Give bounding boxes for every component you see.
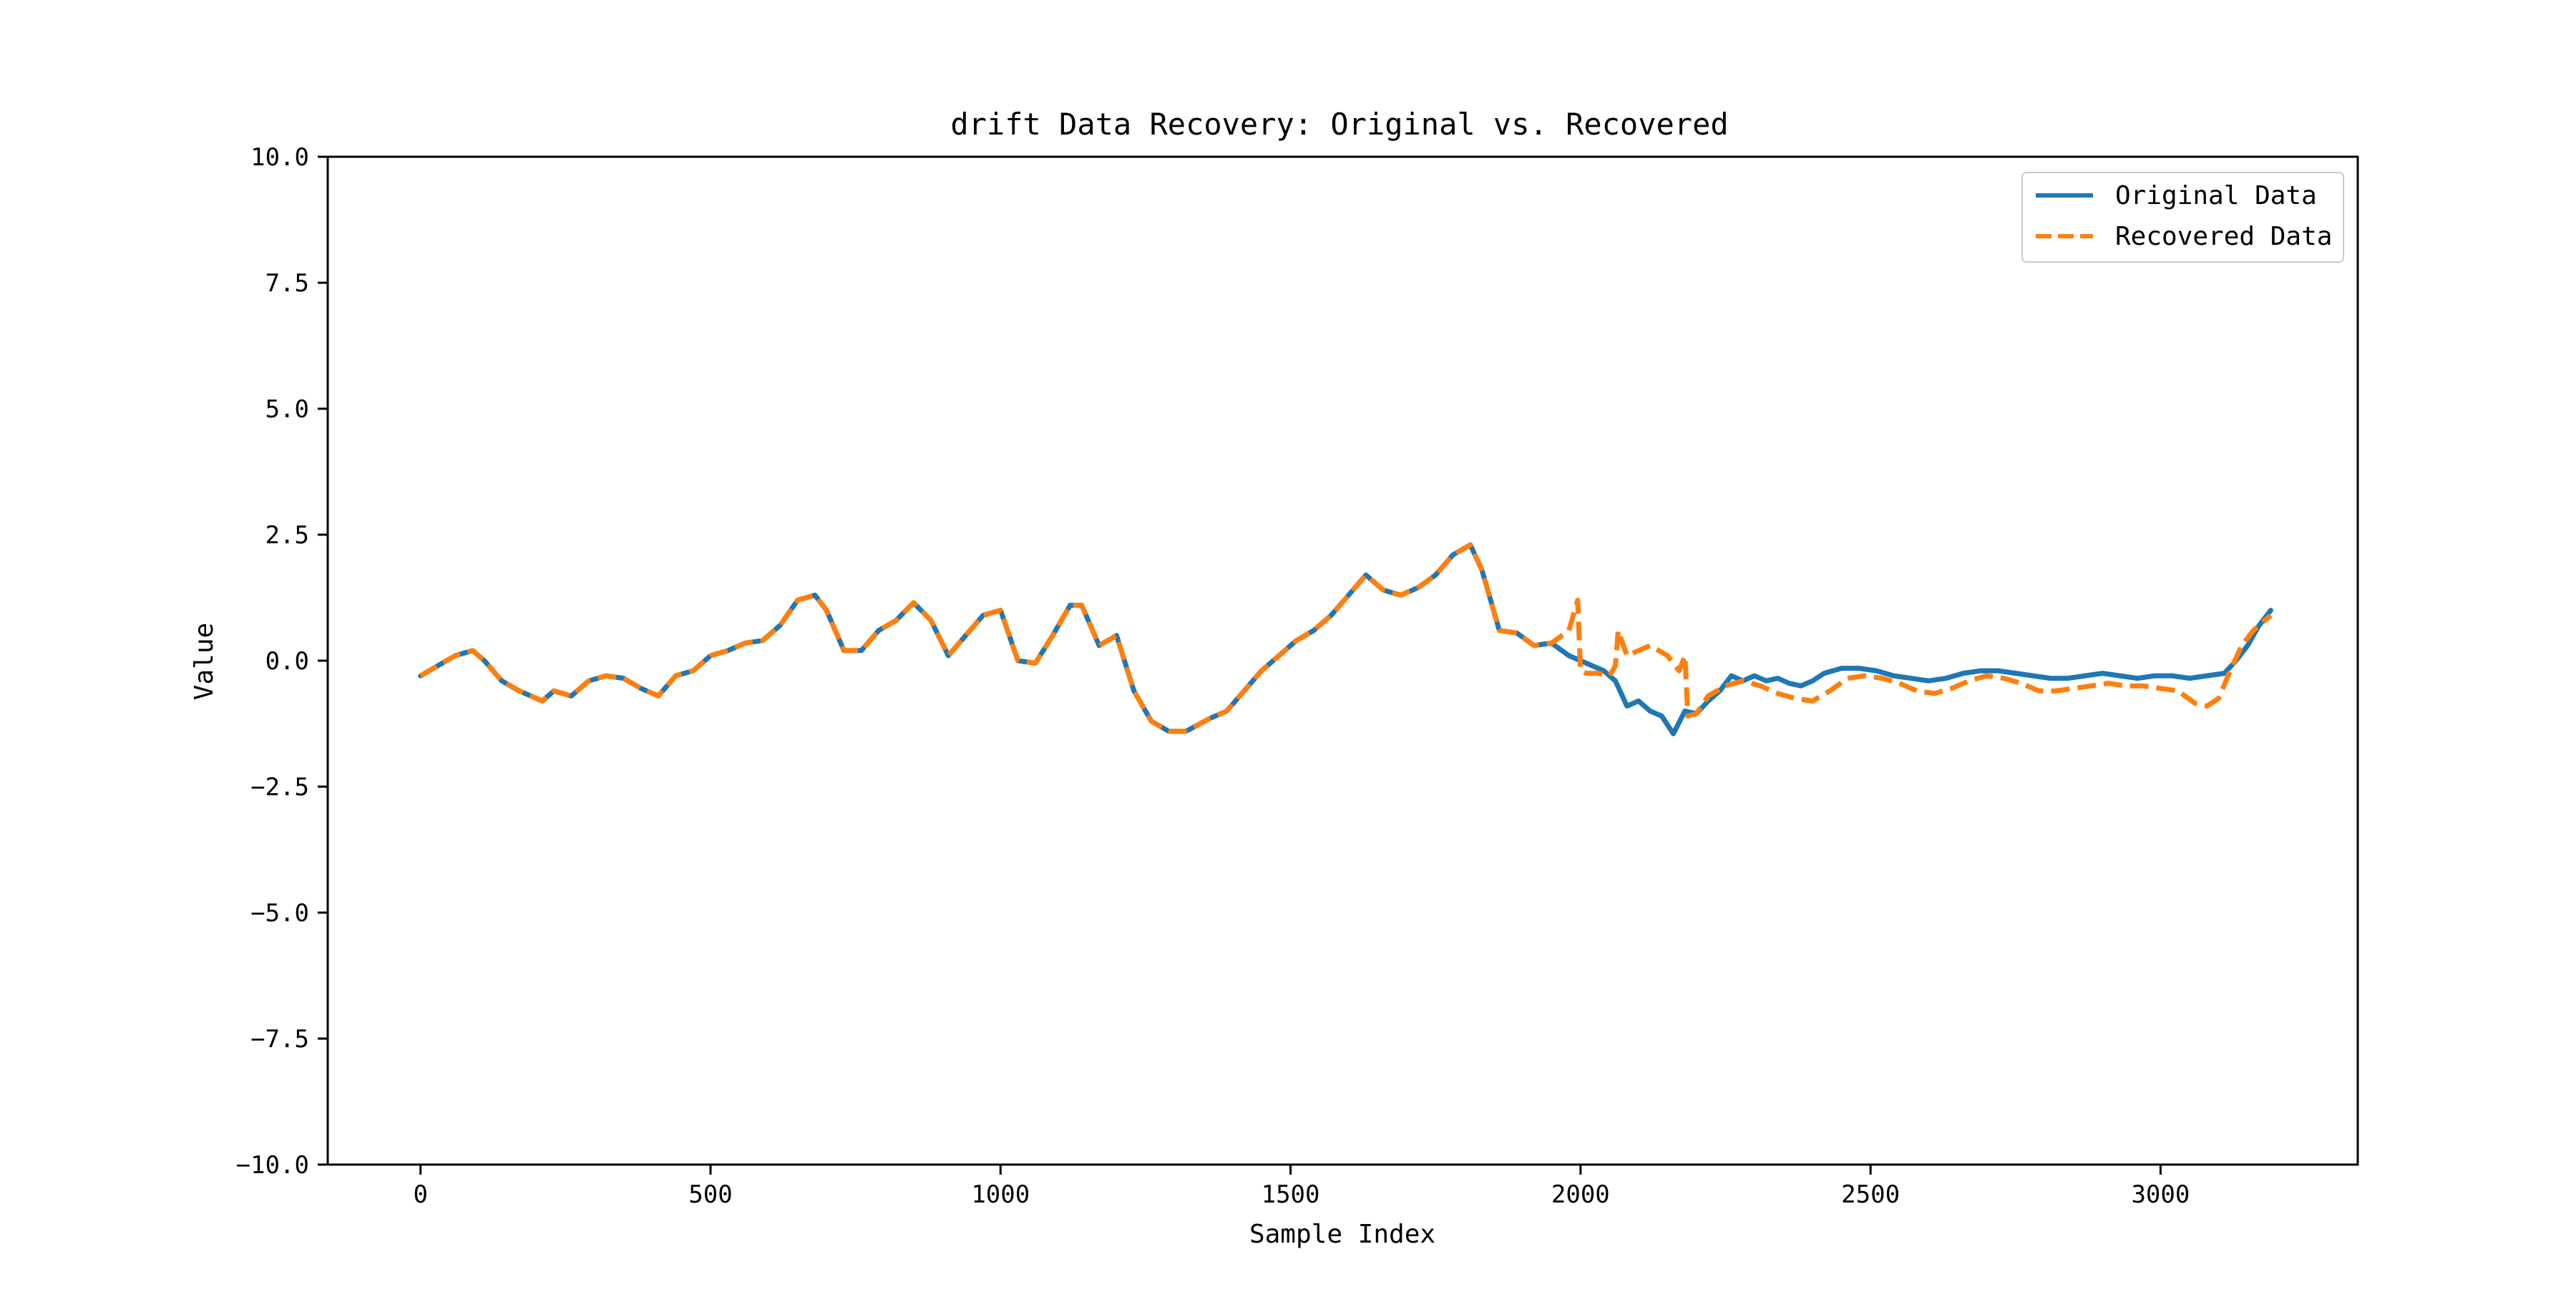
legend-label-original: Original Data <box>2115 181 2317 210</box>
x-axis: 0 500 1000 1500 2000 2500 3000 <box>413 1165 2190 1209</box>
y-tick-label: 5.0 <box>265 395 309 424</box>
series-layer <box>418 542 2273 737</box>
y-tick-label: 10.0 <box>250 143 309 172</box>
x-axis-title: Sample Index <box>1249 1220 1435 1249</box>
y-axis: 10.0 7.5 5.0 2.5 0.0 −2.5 −5.0 −7.5 −10.0 <box>236 143 328 1180</box>
series-line-recovered <box>419 542 2273 734</box>
y-tick-label: 7.5 <box>265 269 309 298</box>
x-tick-label: 1000 <box>971 1180 1030 1209</box>
y-tick-label: −5.0 <box>250 899 309 928</box>
y-axis-title: Value <box>190 623 219 700</box>
x-tick-label: 2000 <box>1551 1180 1610 1209</box>
y-tick-label: −2.5 <box>250 773 309 802</box>
y-tick-label: 0.0 <box>265 647 309 676</box>
y-tick-label: −7.5 <box>250 1025 309 1054</box>
legend-label-recovered: Recovered Data <box>2115 222 2332 251</box>
legend: Original Data Recovered Data <box>2021 172 2344 263</box>
x-tick-label: 2500 <box>1841 1180 1900 1209</box>
x-tick-label: 3000 <box>2131 1180 2190 1209</box>
y-tick-label: 2.5 <box>265 521 309 550</box>
x-tick-label: 0 <box>413 1180 427 1209</box>
chart-title: drift Data Recovery: Original vs. Recove… <box>950 107 1728 142</box>
x-tick-label: 500 <box>688 1180 732 1209</box>
legend-box <box>2021 172 2344 263</box>
y-tick-label: −10.0 <box>236 1151 309 1180</box>
x-tick-label: 1500 <box>1262 1180 1320 1209</box>
